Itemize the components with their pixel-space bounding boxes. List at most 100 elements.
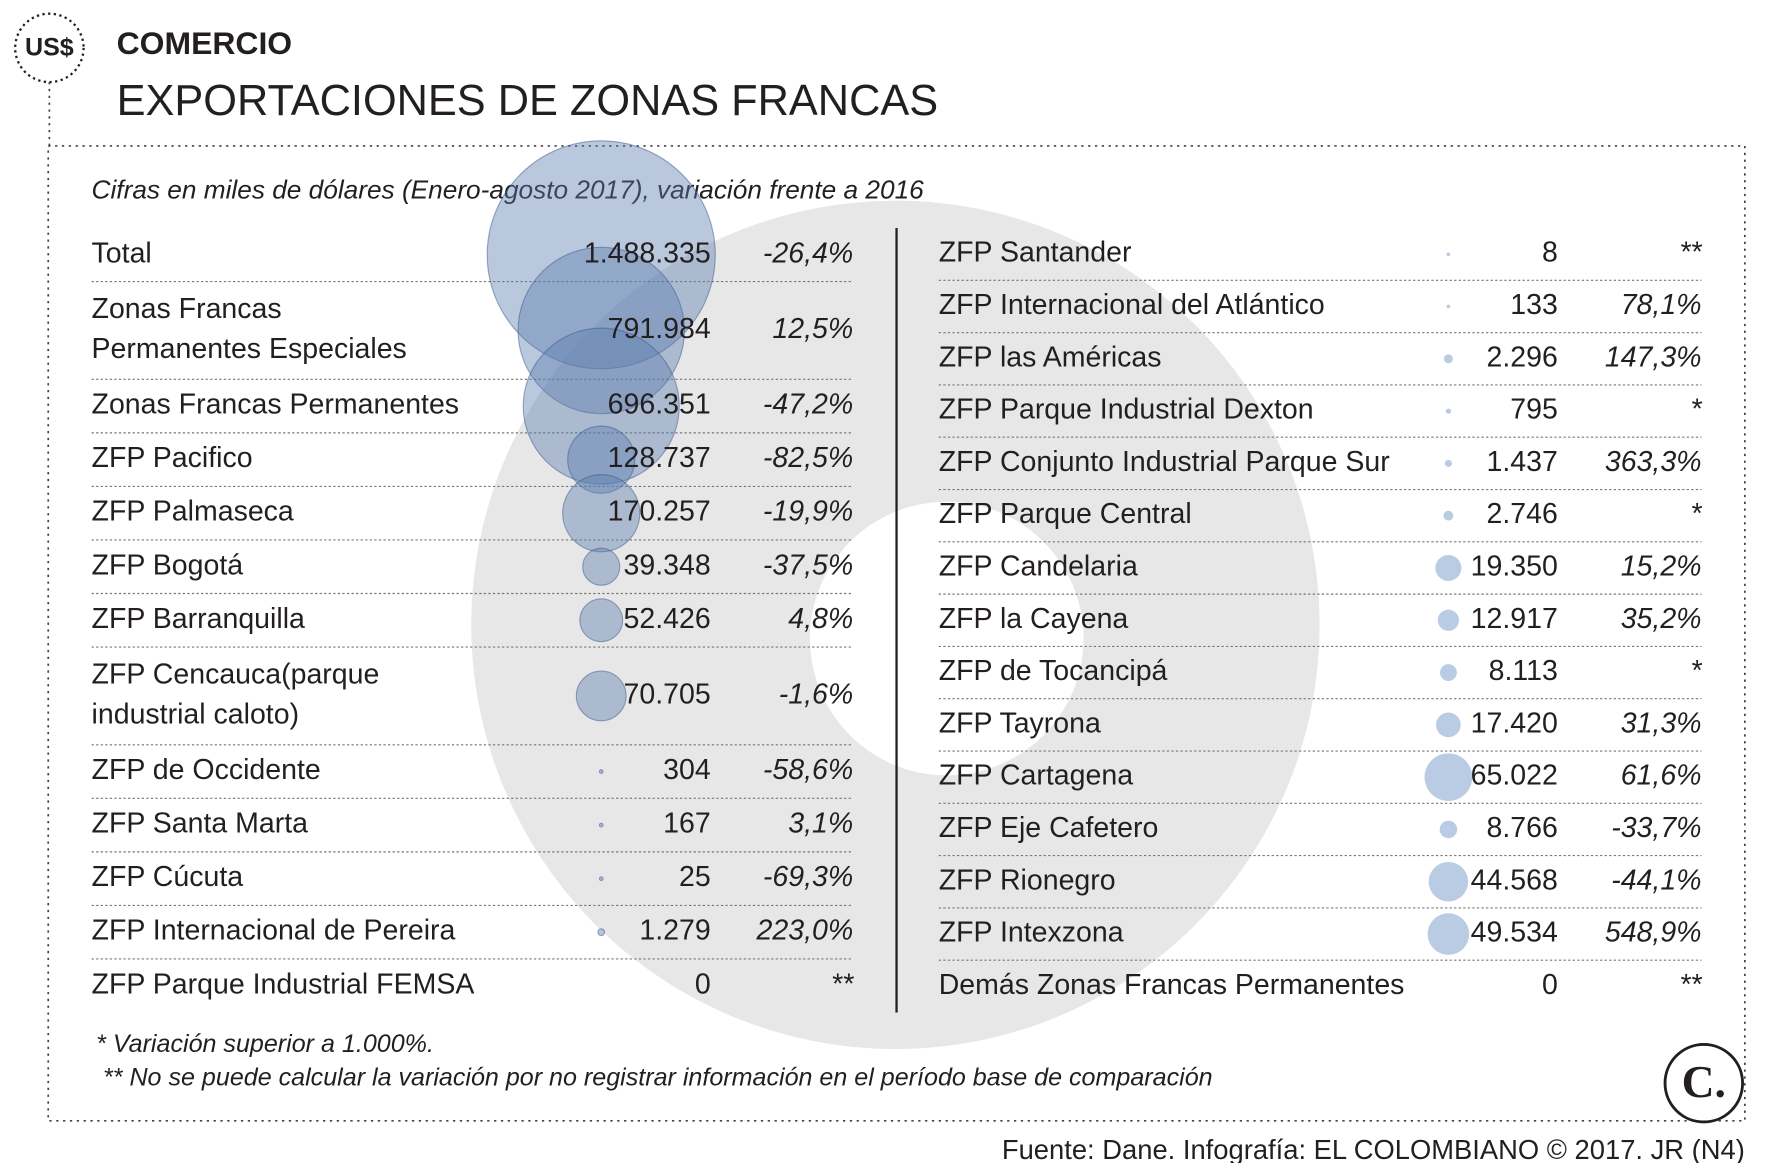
row-value: 791.984 <box>608 313 711 345</box>
row-variation: -1,6% <box>779 678 853 710</box>
row-variation: 548,9% <box>1605 917 1702 949</box>
row-label: ZFP Palmaseca <box>92 496 294 528</box>
row-value: 8 <box>1542 237 1558 269</box>
row-value: 0 <box>695 968 711 1000</box>
row-value: 1.488.335 <box>584 237 711 269</box>
row-value: 0 <box>1542 969 1558 1001</box>
row-variation: -44,1% <box>1611 864 1701 896</box>
value-bubble <box>579 598 624 643</box>
value-bubble <box>522 327 680 485</box>
row-label: ZFP Candelaria <box>939 551 1138 583</box>
row-value: 2.296 <box>1487 341 1558 373</box>
row-variation: 223,0% <box>756 915 854 947</box>
row-variation: 12,5% <box>772 313 853 345</box>
row-label: ZFP Santa Marta <box>92 808 309 840</box>
row-value: 2.746 <box>1487 498 1558 530</box>
row-value: 44.568 <box>1471 864 1558 896</box>
row-value: 49.534 <box>1471 917 1558 949</box>
row-variation: 78,1% <box>1621 289 1702 321</box>
value-bubble <box>1445 408 1452 414</box>
row-label: ZFP de Occidente <box>92 754 321 786</box>
section-label: COMERCIO <box>117 25 292 61</box>
title: EXPORTACIONES DE ZONAS FRANCAS <box>117 77 938 125</box>
value-bubble <box>598 769 604 774</box>
value-bubble <box>1428 862 1469 902</box>
value-bubble <box>486 140 716 370</box>
row-label: ZFP Santander <box>939 237 1132 269</box>
row-variation: -26,4% <box>763 237 853 269</box>
row-variation: -19,9% <box>763 496 853 528</box>
row-label: ZFP Parque Industrial FEMSA <box>92 968 475 1000</box>
row-variation: 4,8% <box>788 603 853 635</box>
row-value: 170.257 <box>608 496 711 528</box>
value-bubble <box>1439 664 1457 681</box>
row-label: Zonas Francas <box>92 293 282 325</box>
value-bubble <box>597 928 606 937</box>
logo: C. <box>1682 1056 1726 1107</box>
frame <box>47 145 1746 1122</box>
value-bubble <box>1437 609 1460 631</box>
row-value: 133 <box>1510 289 1558 321</box>
row-value: 25 <box>679 861 711 893</box>
row-variation: 3,1% <box>788 808 853 840</box>
value-bubble <box>575 670 627 722</box>
value-bubble <box>1439 820 1458 839</box>
row-label: ZFP la Cayena <box>939 603 1129 635</box>
value-bubble <box>1446 304 1451 309</box>
row-label: ZFP Parque Industrial Dexton <box>939 394 1314 426</box>
row-variation: 31,3% <box>1621 707 1702 739</box>
row-variation: -58,6% <box>763 754 853 786</box>
value-bubble <box>567 425 636 494</box>
row-label: ZFP Bogotá <box>92 549 244 581</box>
value-bubble <box>598 822 604 828</box>
footnote: * Variación superior a 1.000%. <box>96 1030 434 1058</box>
value-bubble <box>1435 554 1462 581</box>
row-variation: 147,3% <box>1605 341 1702 373</box>
row-value: 1.437 <box>1487 446 1558 478</box>
row-label: ZFP las Américas <box>939 341 1162 373</box>
source: Fuente: Dane. Infografía: EL COLOMBIANO … <box>1002 1134 1745 1163</box>
value-bubble <box>562 474 641 553</box>
row-label: ZFP Barranquilla <box>92 603 305 635</box>
row-label: ZFP Parque Central <box>939 498 1192 530</box>
row-variation: 35,2% <box>1621 603 1702 635</box>
row-label: ZFP Conjunto Industrial Parque Sur <box>939 446 1390 478</box>
row-value: 167 <box>663 808 711 840</box>
row-value: 17.420 <box>1471 707 1558 739</box>
row-label: ZFP Cúcuta <box>92 861 244 893</box>
value-bubble <box>517 246 685 415</box>
row-value: 52.426 <box>624 603 711 635</box>
row-variation: * <box>1690 498 1702 530</box>
row-value: 70.705 <box>624 678 711 710</box>
row-label: industrial caloto) <box>92 698 300 730</box>
row-variation: -37,5% <box>763 549 853 581</box>
row-variation: 363,3% <box>1605 446 1702 478</box>
row-label: Demás Zonas Francas Permanentes <box>939 969 1405 1001</box>
row-label: Zonas Francas Permanentes <box>92 389 460 421</box>
footnote: ** No se puede calcular la variación por… <box>103 1063 1213 1091</box>
row-value: 696.351 <box>608 389 711 421</box>
value-bubble <box>1427 913 1470 955</box>
value-bubble <box>582 547 621 586</box>
row-variation: ** <box>1679 969 1702 1001</box>
value-bubble <box>1444 459 1452 467</box>
row-value: 65.022 <box>1471 760 1558 792</box>
row-value: 12.917 <box>1471 603 1558 635</box>
row-variation: * <box>1690 655 1702 687</box>
table: Total 1.488.335 -26,4% Zonas Francas Permane… <box>92 140 1702 1001</box>
row-label: ZFP de Tocancipá <box>939 655 1168 687</box>
row-value: 8.766 <box>1487 812 1558 844</box>
logo-ring <box>1663 1042 1744 1124</box>
row-variation: -33,7% <box>1611 812 1701 844</box>
row-value: 39.348 <box>624 549 711 581</box>
row-label: Permanentes Especiales <box>92 333 407 365</box>
row-variation: * <box>1690 394 1702 426</box>
row-variation: -82,5% <box>763 442 853 474</box>
row-variation: ** <box>831 968 854 1000</box>
value-bubble <box>1424 753 1473 801</box>
row-variation: 61,6% <box>1621 760 1702 792</box>
row-variation: ** <box>1679 237 1702 269</box>
row-value: 128.737 <box>608 442 711 474</box>
value-bubble <box>1446 252 1451 257</box>
